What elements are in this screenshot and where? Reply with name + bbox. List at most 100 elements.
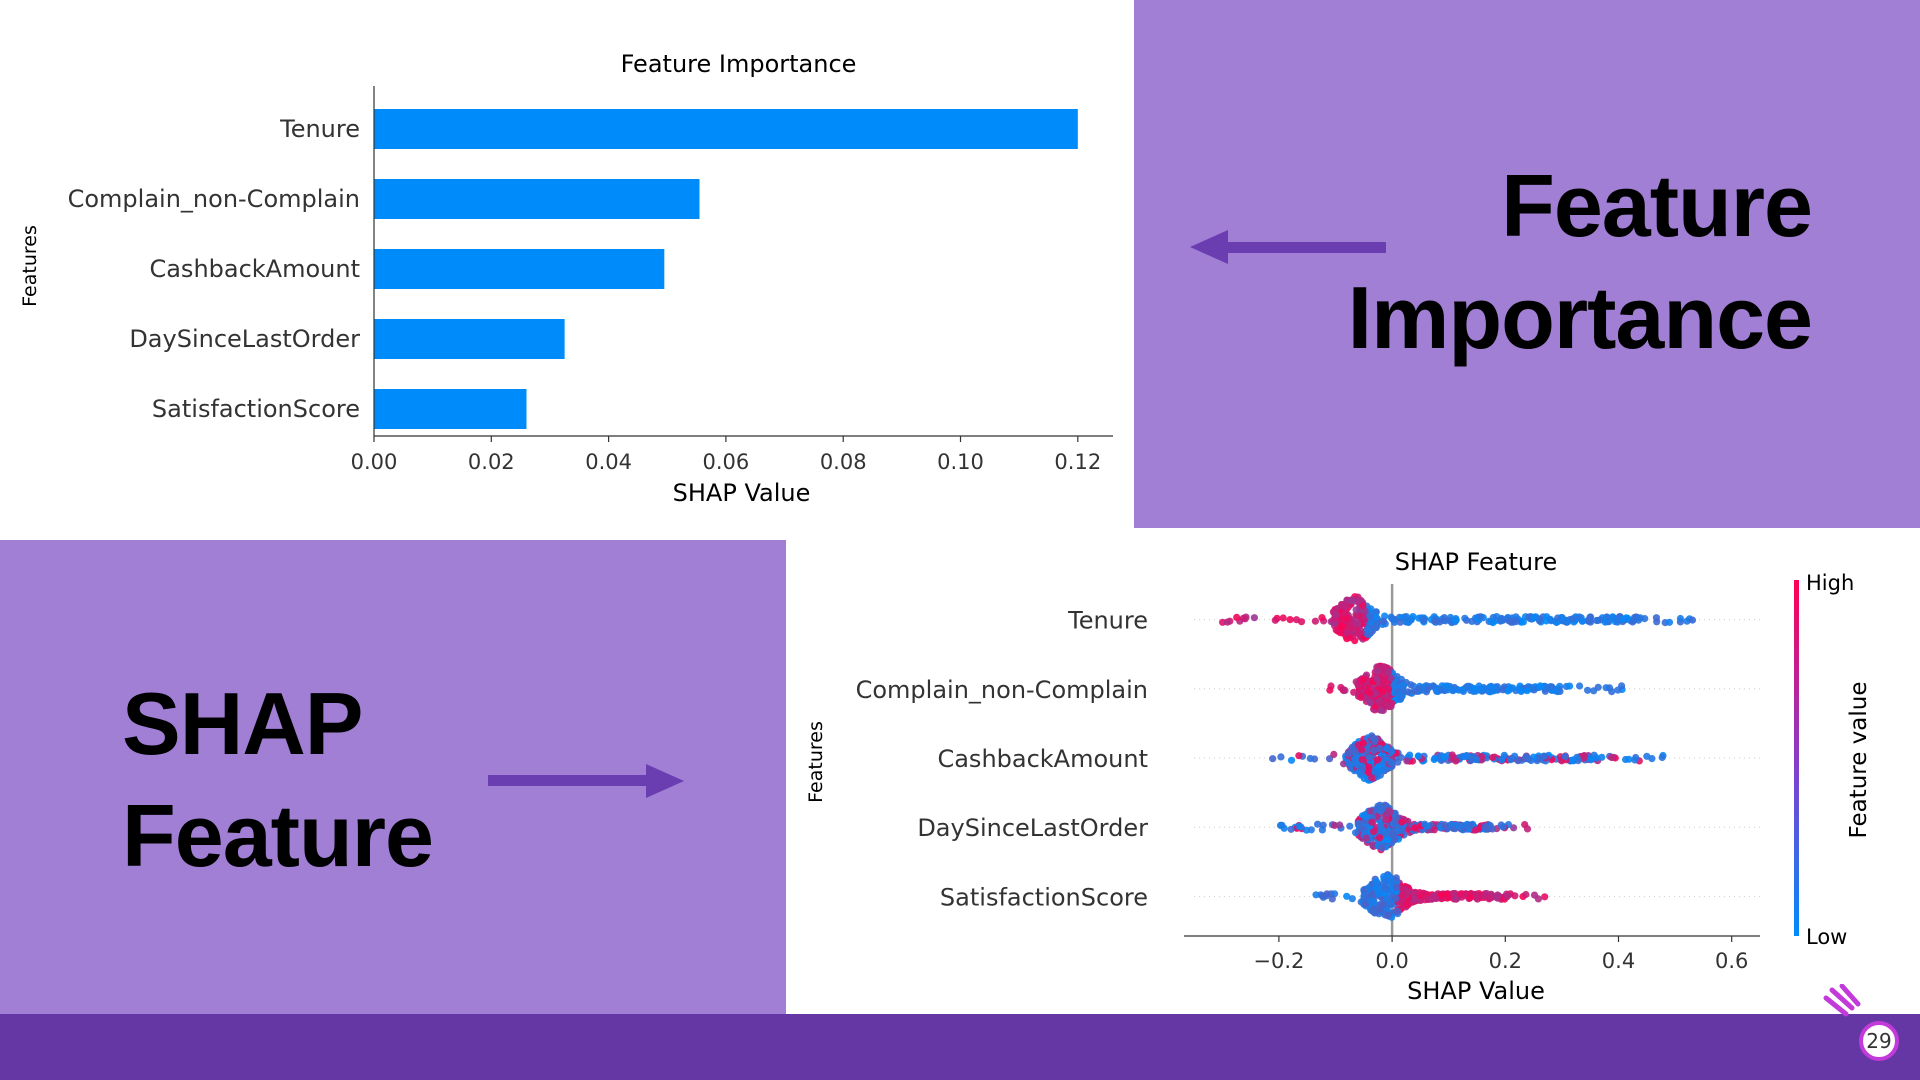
footer-bar xyxy=(0,1014,1920,1080)
shap-point xyxy=(1346,634,1354,642)
shap-point xyxy=(1346,761,1354,769)
shap-point xyxy=(1431,617,1439,625)
shap-feature-heading-line2: Feature xyxy=(122,786,434,885)
shap-point xyxy=(1389,828,1397,837)
shap-point xyxy=(1385,898,1394,906)
shap-feature-heading-line1: SHAP xyxy=(122,674,363,773)
shap-point xyxy=(1658,753,1666,762)
shap-point xyxy=(1506,756,1515,764)
shap-point xyxy=(1223,618,1231,626)
shap-point xyxy=(1339,686,1348,695)
shap-point xyxy=(1576,682,1584,690)
shap-point xyxy=(1500,751,1508,759)
colorbar xyxy=(1794,580,1799,936)
shap-point xyxy=(1370,899,1378,907)
shap-point xyxy=(1592,754,1600,762)
chart-title: SHAP Feature xyxy=(1395,548,1558,576)
shap-point xyxy=(1430,826,1438,834)
shap-point xyxy=(1366,689,1374,697)
shap-point xyxy=(1373,675,1381,683)
shap-point xyxy=(1233,613,1241,621)
shap-point xyxy=(1363,626,1372,634)
shap-point xyxy=(1441,753,1449,761)
shap-point xyxy=(1420,616,1428,624)
shap-point xyxy=(1441,821,1449,829)
shap-point xyxy=(1384,667,1392,675)
shap-point xyxy=(1631,756,1639,764)
shap-point xyxy=(1554,688,1562,696)
shap-point xyxy=(1456,890,1464,898)
feature-importance-heading: Feature Importance xyxy=(1348,150,1813,374)
shap-point xyxy=(1403,757,1411,765)
y-tick-label: Complain_non-Complain xyxy=(68,185,360,213)
shap-point xyxy=(1683,617,1691,625)
x-tick-label: 0.08 xyxy=(820,450,867,474)
shap-point xyxy=(1318,614,1326,622)
feature-importance-chart: Feature Importance Tenure Complain_non-Com… xyxy=(19,50,1113,507)
shap-point xyxy=(1338,622,1346,630)
shap-point xyxy=(1392,894,1400,902)
shap-point xyxy=(1376,744,1384,752)
shap-point xyxy=(1414,752,1422,760)
x-tick-label: 0.6 xyxy=(1715,949,1748,973)
shap-point xyxy=(1509,684,1517,692)
y-tick-label: SatisfactionScore xyxy=(152,395,360,423)
shap-point xyxy=(1396,692,1404,700)
shap-point xyxy=(1593,616,1601,625)
x-axis-label: SHAP Value xyxy=(1407,977,1545,1005)
x-tick-label: 0.10 xyxy=(937,450,984,474)
shap-point xyxy=(1476,685,1484,693)
shap-point xyxy=(1411,687,1419,695)
shap-point xyxy=(1536,754,1544,762)
shap-point xyxy=(1429,682,1437,690)
shap-point xyxy=(1455,822,1463,831)
shap-point xyxy=(1437,686,1445,694)
page-number-badge: 29 xyxy=(1859,1021,1899,1061)
shap-point xyxy=(1468,617,1476,625)
shap-point xyxy=(1472,894,1480,902)
shap-point xyxy=(1497,614,1505,622)
shap-point xyxy=(1277,753,1285,761)
shap-point xyxy=(1586,613,1594,621)
shap-point xyxy=(1355,597,1363,605)
x-tick-label: 0.04 xyxy=(585,450,632,474)
shap-point xyxy=(1376,905,1384,913)
shap-beeswarm-chart: SHAP Feature Tenure Complain_non-Complain C… xyxy=(805,548,1872,1005)
shap-point xyxy=(1355,819,1363,827)
shap-point xyxy=(1311,617,1319,625)
shap-point xyxy=(1419,683,1427,691)
shap-point xyxy=(1372,623,1380,631)
shap-point xyxy=(1276,821,1285,829)
shap-point xyxy=(1541,893,1549,901)
shap-point xyxy=(1676,614,1684,623)
shap-point xyxy=(1394,758,1402,766)
shap-point xyxy=(1608,753,1616,762)
y-tick-label: CashbackAmount xyxy=(149,255,360,283)
shap-point xyxy=(1355,768,1363,776)
bar xyxy=(374,319,565,359)
shap-point xyxy=(1421,820,1429,828)
shap-point xyxy=(1432,894,1440,903)
right-arrow-icon xyxy=(488,764,684,798)
shap-point xyxy=(1379,688,1387,696)
shap-point xyxy=(1382,816,1390,824)
shap-point xyxy=(1376,767,1384,775)
shap-point xyxy=(1519,618,1527,626)
shap-point xyxy=(1365,753,1374,761)
shap-point xyxy=(1361,607,1369,615)
shap-point xyxy=(1354,620,1362,628)
shap-point xyxy=(1530,891,1539,899)
shap-point xyxy=(1399,686,1407,694)
shap-feature-heading: SHAP Feature xyxy=(122,668,434,892)
y-tick-label: Tenure xyxy=(279,115,360,143)
y-tick-label: DaySinceLastOrder xyxy=(129,325,360,353)
shap-point xyxy=(1361,812,1369,820)
shap-point xyxy=(1370,746,1378,754)
shap-point xyxy=(1357,693,1365,702)
shap-point xyxy=(1346,822,1354,830)
shap-point xyxy=(1371,735,1379,743)
shap-point xyxy=(1377,807,1385,815)
x-tick-label: 0.00 xyxy=(351,450,398,474)
shap-point xyxy=(1514,757,1522,765)
shap-point xyxy=(1366,612,1374,620)
